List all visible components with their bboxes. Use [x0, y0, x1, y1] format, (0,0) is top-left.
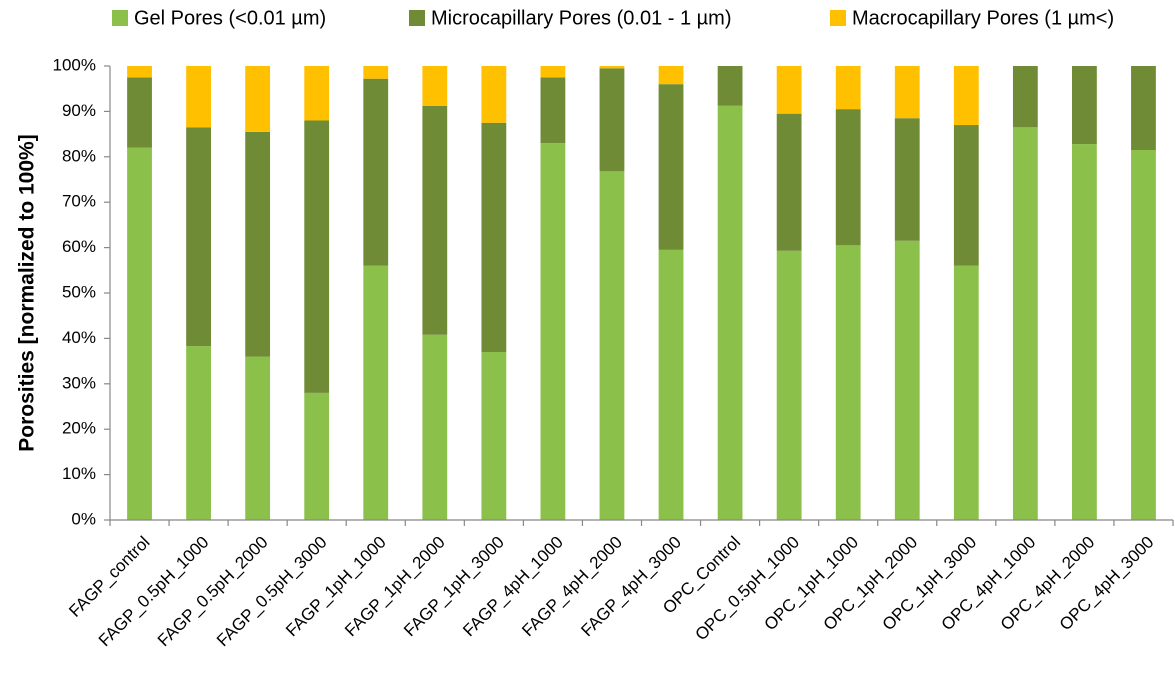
x-tick-label: FAGP_0.5pH_2000 — [154, 533, 272, 651]
bar-segment — [835, 66, 861, 110]
bar-segment — [953, 66, 979, 126]
x-tick-label: OPC_0.5pH_1000 — [691, 533, 803, 645]
y-tick-label: 10% — [62, 464, 96, 483]
bar-segment — [894, 240, 920, 521]
bar-segment — [658, 84, 684, 250]
x-tick-label: FAGP_0.5pH_1000 — [95, 533, 213, 651]
bar-segment — [835, 245, 861, 520]
bar-segment — [540, 66, 566, 78]
bar-segment — [1131, 149, 1156, 521]
bar-segment — [953, 265, 979, 520]
bar-segment — [776, 113, 802, 251]
bar-segment — [245, 66, 271, 132]
bar-segment — [599, 68, 625, 172]
legend-label: Gel Pores (<0.01 µm) — [134, 7, 326, 29]
bar-segment — [481, 122, 507, 353]
y-tick-label: 100% — [53, 55, 96, 74]
y-tick-label: 20% — [62, 419, 96, 438]
bar-segment — [835, 109, 861, 246]
bar-segment — [304, 392, 330, 520]
y-tick-label: 70% — [62, 192, 96, 211]
x-tick-label: FAGP_4pH_3000 — [577, 533, 685, 641]
x-tick-label: FAGP_0.5pH_3000 — [213, 533, 331, 651]
bar-segment — [245, 356, 271, 520]
bar-segment — [717, 105, 743, 521]
bar-segment — [127, 77, 152, 148]
bar-segment — [894, 66, 920, 119]
x-tick-label: FAGP_4pH_2000 — [518, 533, 626, 641]
bar-segment — [186, 66, 211, 128]
bar-segment — [1072, 144, 1097, 520]
bar-segment — [1012, 127, 1038, 520]
bar-segment — [363, 265, 389, 520]
y-tick-label: 60% — [62, 237, 96, 256]
y-tick-label: 40% — [62, 328, 96, 347]
bar-segment — [363, 66, 389, 79]
bar-segment — [894, 118, 920, 241]
bar-segment — [481, 66, 507, 123]
bar-segment — [658, 249, 684, 520]
bar-segment — [953, 125, 979, 266]
legend-label: Macrocapillary Pores (1 µm<) — [852, 7, 1114, 29]
bar-segment — [363, 78, 389, 266]
y-tick-label: 30% — [62, 373, 96, 392]
x-tick-label: FAGP_1pH_2000 — [341, 533, 449, 641]
legend-swatch — [409, 10, 425, 26]
bar-segment — [245, 131, 271, 357]
bar-segment — [540, 77, 566, 144]
bar-segment — [304, 120, 330, 393]
bar-segment — [422, 105, 448, 335]
x-tick-label: FAGP_4pH_1000 — [459, 533, 567, 641]
legend-swatch — [830, 10, 846, 26]
y-tick-label: 90% — [62, 101, 96, 120]
bar-segment — [599, 171, 625, 520]
bar-segment — [776, 250, 802, 520]
bar-segment — [1131, 66, 1156, 150]
bar-segment — [658, 66, 684, 85]
y-axis-label: Porosities [normalized to 100%] — [16, 134, 39, 451]
x-tick-label: FAGP_1pH_1000 — [282, 533, 390, 641]
bar-segment — [776, 66, 802, 114]
y-tick-label: 50% — [62, 282, 96, 301]
bar-segment — [127, 66, 152, 78]
y-tick-label: 80% — [62, 146, 96, 165]
bar-segment — [422, 66, 448, 106]
bar-segment — [127, 147, 152, 520]
bar-segment — [304, 66, 330, 121]
y-tick-label: 0% — [71, 509, 96, 528]
bar-segment — [422, 334, 448, 520]
bar-segment — [1072, 66, 1097, 145]
bar-segment — [1012, 66, 1038, 128]
x-tick-label: FAGP_1pH_3000 — [400, 533, 508, 641]
legend-label: Microcapillary Pores (0.01 - 1 µm) — [431, 7, 732, 29]
bar-segment — [599, 66, 625, 69]
bar-segment — [540, 143, 566, 520]
bar-segment — [717, 66, 743, 106]
bar-segment — [481, 352, 507, 520]
legend-swatch — [112, 10, 128, 26]
bar-segment — [186, 346, 211, 520]
bar-segment — [186, 127, 211, 347]
